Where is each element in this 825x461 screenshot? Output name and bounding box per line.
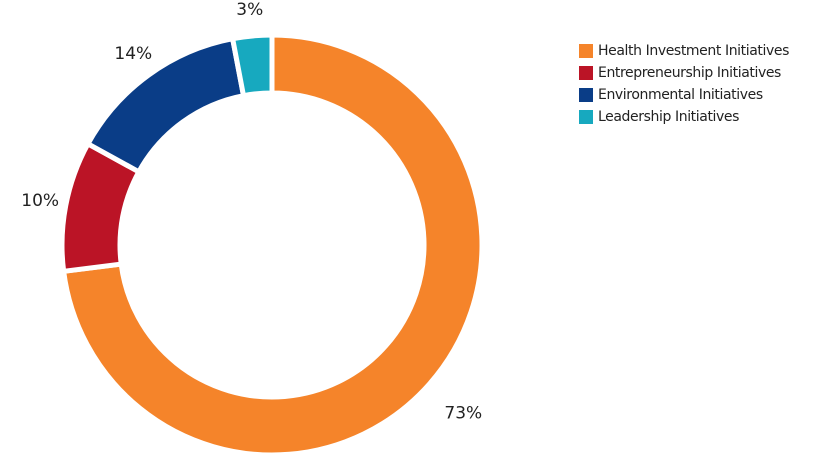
donut-segment xyxy=(229,32,275,99)
legend-label: Leadership Initiatives xyxy=(598,109,739,125)
legend-swatch xyxy=(579,88,593,102)
donut-segment xyxy=(84,35,247,176)
data-label: 10% xyxy=(21,191,59,211)
legend-swatch xyxy=(579,66,593,80)
data-label: 3% xyxy=(236,0,263,20)
legend-swatch xyxy=(579,110,593,124)
donut-segment xyxy=(60,32,485,458)
legend-label: Health Investment Initiatives xyxy=(598,43,789,59)
legend-swatch xyxy=(579,44,593,58)
legend-label: Environmental Initiatives xyxy=(598,87,763,103)
legend-label: Entrepreneurship Initiatives xyxy=(598,65,781,81)
data-label: 14% xyxy=(114,44,152,64)
data-label: 73% xyxy=(444,404,482,424)
